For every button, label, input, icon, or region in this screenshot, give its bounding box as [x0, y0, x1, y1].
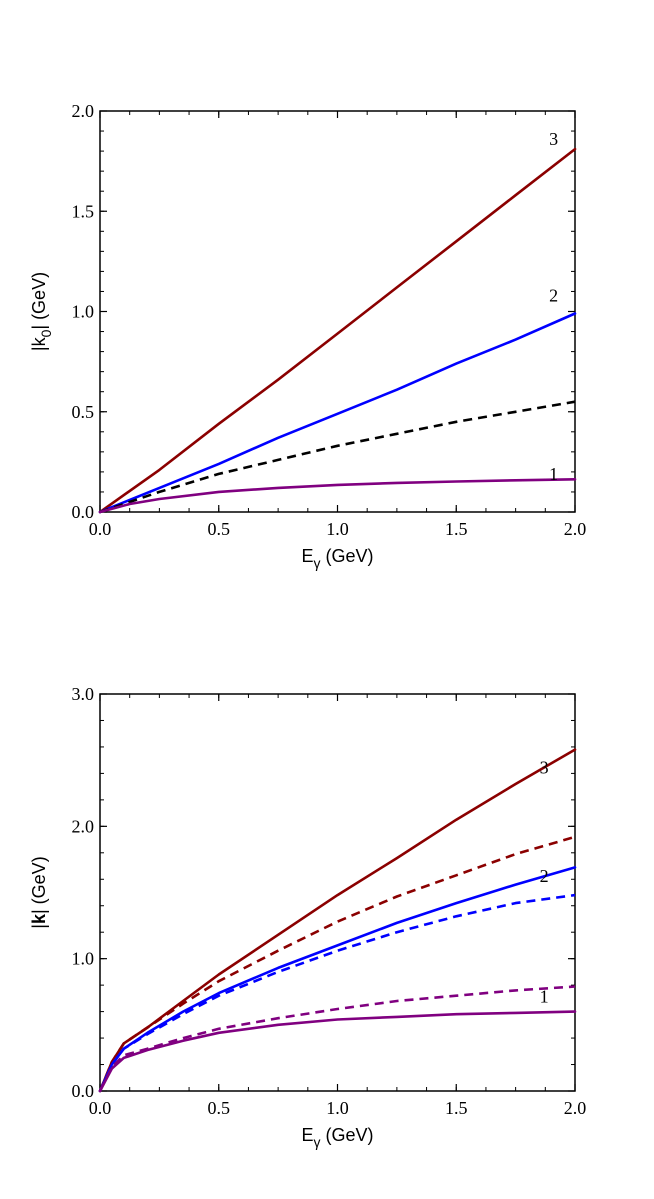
y-axis-title: |k| (GeV) — [29, 856, 49, 928]
x-axis-title-sub: γ — [314, 1134, 321, 1150]
x-tick-label: 0.0 — [89, 519, 112, 539]
series-line-solid-2 — [98, 866, 577, 1093]
x-tick-label: 0.5 — [208, 1098, 231, 1118]
plot-frame — [99, 110, 576, 513]
curve-label-3: 3 — [549, 129, 558, 149]
series-line-solid-3 — [98, 477, 577, 514]
y-tick-label: 1.0 — [72, 302, 95, 322]
x-tick-label: 2.0 — [564, 519, 587, 539]
x-tick-label: 1.0 — [326, 1098, 349, 1118]
series-line-dashed-4 — [98, 985, 576, 1092]
series-line-dashed-2 — [99, 400, 576, 514]
plot-frame — [99, 693, 576, 1092]
y-tick-label: 2.0 — [72, 816, 95, 836]
series-line-solid-5 — [98, 1010, 577, 1093]
y-tick-label: 1.5 — [72, 201, 95, 221]
curve-label-2: 2 — [549, 285, 558, 305]
x-axis-title-sub: γ — [314, 555, 321, 571]
y-axis-title-sub: 0 — [38, 329, 54, 337]
y-tick-label: 3.0 — [72, 684, 95, 704]
series-line-dashed-3 — [98, 893, 576, 1092]
y-axis-title-bold: k — [29, 913, 49, 924]
series-line-solid-0 — [98, 147, 577, 514]
y-tick-label: 0.0 — [72, 1081, 95, 1101]
y-axis-title-pre: |k — [29, 336, 49, 351]
curve-label-3: 3 — [540, 757, 549, 777]
y-axis-title-pre: | — [29, 924, 49, 929]
y-tick-label: 1.0 — [72, 949, 95, 969]
x-tick-label: 1.0 — [326, 519, 349, 539]
x-axis-title-unit: (GeV) — [321, 546, 374, 566]
x-axis-title: Eγ (GeV) — [301, 546, 373, 571]
y-tick-label: 0.5 — [72, 402, 95, 422]
series-line-solid-1 — [98, 312, 577, 514]
x-axis-title-unit: (GeV) — [321, 1125, 374, 1145]
series-line-dashed-1 — [98, 835, 576, 1092]
x-tick-label: 1.5 — [445, 1098, 468, 1118]
y-tick-label: 0.0 — [72, 502, 95, 522]
y-axis-title-post: | (GeV) — [29, 272, 49, 330]
curve-label-1: 1 — [549, 464, 558, 484]
curve-label-2: 2 — [540, 866, 549, 886]
curve-label-1: 1 — [540, 986, 549, 1006]
x-axis-title-base: E — [301, 546, 313, 566]
x-tick-label: 1.5 — [445, 519, 468, 539]
bottom-panel-k-vs-egamma: 0.0 0.5 1.0 1.5 2.0 0.0 1.0 2.0 3.0 Eγ (GeV) |k| (… — [29, 684, 586, 1150]
x-tick-label: 2.0 — [564, 1098, 587, 1118]
top-panel-k0-vs-egamma: 0.0 0.5 1.0 1.5 2.0 0.0 0.5 1.0 1.5 2.0 Eγ (GeV) |k… — [29, 101, 586, 571]
x-tick-label: 0.0 — [89, 1098, 112, 1118]
x-tick-label: 0.5 — [208, 519, 231, 539]
x-axis-title-base: E — [301, 1125, 313, 1145]
y-axis-title: |k0| (GeV) — [29, 272, 54, 351]
y-axis-title-post: | (GeV) — [29, 856, 49, 914]
x-axis-title: Eγ (GeV) — [301, 1125, 373, 1150]
y-tick-label: 2.0 — [72, 101, 95, 121]
